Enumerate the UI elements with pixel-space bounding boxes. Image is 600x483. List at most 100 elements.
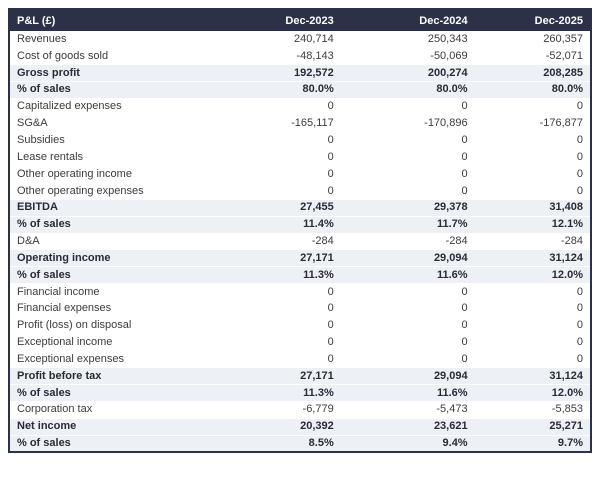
row-label: Exceptional expenses — [9, 351, 207, 369]
row-value: 0 — [206, 283, 341, 301]
row-label: Exceptional income — [9, 334, 207, 352]
column-header-dec-2023: Dec-2023 — [206, 9, 341, 31]
row-value: 80.0% — [474, 81, 591, 99]
row-label: % of sales — [9, 81, 207, 99]
table-row: Operating income 27,171 29,094 31,124 — [9, 249, 591, 268]
row-value: 0 — [340, 300, 475, 318]
row-value: 0 — [474, 351, 591, 369]
row-value: -165,117 — [206, 115, 341, 133]
row-value: 0 — [206, 132, 341, 150]
row-value: 11.6% — [340, 384, 475, 403]
row-value: 192,572 — [206, 64, 341, 83]
row-value: 25,271 — [474, 418, 591, 436]
row-label: % of sales — [9, 435, 207, 453]
table-row: EBITDA 27,455 29,378 31,408 — [9, 199, 591, 217]
row-value: 0 — [340, 283, 475, 301]
row-label: % of sales — [9, 266, 207, 285]
row-label: % of sales — [9, 216, 207, 234]
row-value: -284 — [474, 233, 591, 251]
row-value: 0 — [206, 334, 341, 352]
row-value: 0 — [206, 300, 341, 318]
table-row: Revenues 240,714 250,343 260,357 — [9, 31, 591, 49]
row-label: Financial expenses — [9, 300, 207, 318]
row-value: -5,473 — [340, 401, 475, 419]
row-value: 29,378 — [340, 199, 475, 217]
row-value: 9.7% — [474, 435, 591, 453]
table-row: Cost of goods sold -48,143 -50,069 -52,0… — [9, 47, 591, 66]
row-value: 0 — [474, 98, 591, 116]
table-row: Other operating income 0 0 0 — [9, 165, 591, 184]
row-value: 0 — [474, 300, 591, 318]
row-label: Cost of goods sold — [9, 47, 207, 66]
table-row: % of sales 11.3% 11.6% 12.0% — [9, 266, 591, 285]
row-label: Financial income — [9, 283, 207, 301]
row-label: SG&A — [9, 115, 207, 133]
row-value: 0 — [474, 148, 591, 167]
row-value: -6,779 — [206, 401, 341, 419]
row-value: -284 — [340, 233, 475, 251]
pnl-table-header: P&L (£) Dec-2023 Dec-2024 Dec-2025 — [9, 9, 591, 31]
row-value: 9.4% — [340, 435, 475, 453]
row-value: 0 — [340, 132, 475, 150]
row-value: 0 — [474, 132, 591, 150]
row-value: 80.0% — [340, 81, 475, 99]
row-value: 23,621 — [340, 418, 475, 436]
table-row: Net income 20,392 23,621 25,271 — [9, 418, 591, 436]
row-value: 11.4% — [206, 216, 341, 234]
row-value: 0 — [206, 148, 341, 167]
row-value: 29,094 — [340, 249, 475, 268]
row-label: D&A — [9, 233, 207, 251]
table-row: Capitalized expenses 0 0 0 — [9, 98, 591, 116]
table-row: Gross profit 192,572 200,274 208,285 — [9, 64, 591, 83]
row-label: Revenues — [9, 31, 207, 49]
row-value: 27,455 — [206, 199, 341, 217]
row-value: 0 — [340, 98, 475, 116]
row-value: 0 — [206, 182, 341, 200]
row-value: 11.6% — [340, 266, 475, 285]
row-value: 208,285 — [474, 64, 591, 83]
row-value: 29,094 — [340, 367, 475, 386]
column-header-dec-2024: Dec-2024 — [340, 9, 475, 31]
row-value: 0 — [340, 334, 475, 352]
row-value: 80.0% — [206, 81, 341, 99]
table-row: D&A -284 -284 -284 — [9, 233, 591, 251]
column-header-pnl-title: P&L (£) — [9, 9, 207, 31]
row-value: -50,069 — [340, 47, 475, 66]
row-value: 0 — [474, 182, 591, 200]
row-value: 0 — [340, 165, 475, 184]
row-value: 250,343 — [340, 31, 475, 49]
row-value: 27,171 — [206, 249, 341, 268]
pnl-table: P&L (£) Dec-2023 Dec-2024 Dec-2025 Reven… — [8, 8, 592, 454]
table-row: Other operating expenses 0 0 0 — [9, 182, 591, 200]
row-label: Profit (loss) on disposal — [9, 317, 207, 335]
row-value: -48,143 — [206, 47, 341, 66]
row-value: 11.7% — [340, 216, 475, 234]
row-value: 12.0% — [474, 266, 591, 285]
row-label: Operating income — [9, 249, 207, 268]
table-row: Subsidies 0 0 0 — [9, 132, 591, 150]
row-label: % of sales — [9, 384, 207, 403]
table-row: SG&A -165,117 -170,896 -176,877 — [9, 115, 591, 133]
row-value: 11.3% — [206, 384, 341, 403]
row-label: Gross profit — [9, 64, 207, 83]
row-label: Profit before tax — [9, 367, 207, 386]
row-value: -170,896 — [340, 115, 475, 133]
row-label: EBITDA — [9, 199, 207, 217]
row-value: -52,071 — [474, 47, 591, 66]
row-label: Net income — [9, 418, 207, 436]
row-value: 0 — [206, 351, 341, 369]
table-row: Financial expenses 0 0 0 — [9, 300, 591, 318]
row-value: 0 — [340, 148, 475, 167]
row-value: 12.1% — [474, 216, 591, 234]
table-row: Exceptional income 0 0 0 — [9, 334, 591, 352]
row-label: Capitalized expenses — [9, 98, 207, 116]
row-label: Corporation tax — [9, 401, 207, 419]
row-value: 0 — [206, 98, 341, 116]
row-value: 12.0% — [474, 384, 591, 403]
row-value: 0 — [206, 317, 341, 335]
table-row: Corporation tax -6,779 -5,473 -5,853 — [9, 401, 591, 419]
row-value: -5,853 — [474, 401, 591, 419]
row-value: 27,171 — [206, 367, 341, 386]
row-value: 31,124 — [474, 367, 591, 386]
